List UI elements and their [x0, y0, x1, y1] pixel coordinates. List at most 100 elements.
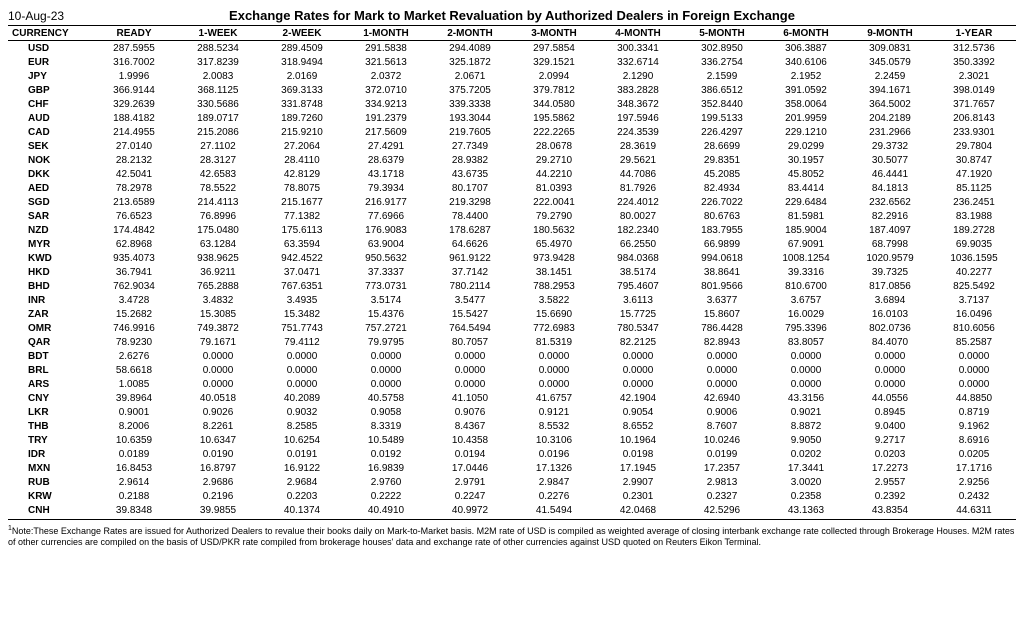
rate-cell: 0.0196 — [512, 447, 596, 461]
rate-cell: 76.6523 — [92, 209, 176, 223]
rate-cell: 383.2828 — [596, 83, 680, 97]
rate-cell: 398.0149 — [932, 83, 1016, 97]
currency-code: KWD — [8, 251, 92, 265]
rate-cell: 41.1050 — [428, 391, 512, 405]
rate-cell: 83.1988 — [932, 209, 1016, 223]
col-header: 2-WEEK — [260, 26, 344, 41]
rate-cell: 369.3133 — [260, 83, 344, 97]
rate-cell: 41.5494 — [512, 503, 596, 519]
rate-cell: 3.6377 — [680, 293, 764, 307]
rate-cell: 8.2261 — [176, 419, 260, 433]
rate-cell: 8.2006 — [92, 419, 176, 433]
table-row: JPY1.99962.00832.01692.03722.06712.09942… — [8, 69, 1016, 83]
rate-cell: 288.5234 — [176, 41, 260, 56]
table-row: IDR0.01890.01900.01910.01920.01940.01960… — [8, 447, 1016, 461]
rate-cell: 29.7804 — [932, 139, 1016, 153]
rate-cell: 63.1284 — [176, 237, 260, 251]
currency-code: MXN — [8, 461, 92, 475]
rate-cell: 204.2189 — [848, 111, 932, 125]
currency-code: AUD — [8, 111, 92, 125]
rate-cell: 321.5613 — [344, 55, 428, 69]
rate-cell: 2.9614 — [92, 475, 176, 489]
rate-cell: 30.5077 — [848, 153, 932, 167]
rate-cell: 215.2086 — [176, 125, 260, 139]
rate-cell: 994.0618 — [680, 251, 764, 265]
rate-cell: 42.8129 — [260, 167, 344, 181]
rate-cell: 0.2276 — [512, 489, 596, 503]
currency-code: CNH — [8, 503, 92, 519]
table-row: SGD213.6589214.4113215.1677216.9177219.3… — [8, 195, 1016, 209]
rate-cell: 16.9839 — [344, 461, 428, 475]
rate-cell: 40.4910 — [344, 503, 428, 519]
rate-cell: 82.2916 — [848, 209, 932, 223]
rate-cell: 0.0191 — [260, 447, 344, 461]
rate-cell: 40.1374 — [260, 503, 344, 519]
table-row: TRY10.635910.634710.625410.548910.435810… — [8, 433, 1016, 447]
rate-cell: 42.6583 — [176, 167, 260, 181]
table-row: BHD762.9034765.2888767.6351773.0731780.2… — [8, 279, 1016, 293]
rate-cell: 64.6626 — [428, 237, 512, 251]
rate-cell: 10.6359 — [92, 433, 176, 447]
rate-cell: 336.2754 — [680, 55, 764, 69]
rate-cell: 232.6562 — [848, 195, 932, 209]
table-row: ARS1.00850.00000.00000.00000.00000.00000… — [8, 377, 1016, 391]
rate-cell: 39.8964 — [92, 391, 176, 405]
rate-cell: 1008.1254 — [764, 251, 848, 265]
rate-cell: 195.5862 — [512, 111, 596, 125]
rate-cell: 973.9428 — [512, 251, 596, 265]
rate-cell: 219.3298 — [428, 195, 512, 209]
rate-cell: 0.0192 — [344, 447, 428, 461]
currency-code: THB — [8, 419, 92, 433]
rate-cell: 0.2203 — [260, 489, 344, 503]
rate-cell: 214.4955 — [92, 125, 176, 139]
rate-cell: 8.4367 — [428, 419, 512, 433]
rate-cell: 78.5522 — [176, 181, 260, 195]
rate-cell: 77.1382 — [260, 209, 344, 223]
rate-cell: 43.3156 — [764, 391, 848, 405]
col-header: 6-MONTH — [764, 26, 848, 41]
rate-cell: 42.1904 — [596, 391, 680, 405]
rate-cell: 42.5041 — [92, 167, 176, 181]
rate-cell: 0.0203 — [848, 447, 932, 461]
rate-cell: 29.8351 — [680, 153, 764, 167]
rate-cell: 214.4113 — [176, 195, 260, 209]
rate-cell: 0.8719 — [932, 405, 1016, 419]
rate-cell: 40.9972 — [428, 503, 512, 519]
table-row: QAR78.923079.167179.411279.979580.705781… — [8, 335, 1016, 349]
rate-cell: 0.9032 — [260, 405, 344, 419]
rate-cell: 236.2451 — [932, 195, 1016, 209]
table-row: AED78.297878.552278.807579.393480.170781… — [8, 181, 1016, 195]
currency-code: CAD — [8, 125, 92, 139]
rate-cell: 0.9076 — [428, 405, 512, 419]
table-row: RUB2.96142.96862.96842.97602.97912.98472… — [8, 475, 1016, 489]
rate-cell: 29.3732 — [848, 139, 932, 153]
rate-cell: 231.2966 — [848, 125, 932, 139]
rate-cell: 984.0368 — [596, 251, 680, 265]
rate-cell: 780.5347 — [596, 321, 680, 335]
col-header: 9-MONTH — [848, 26, 932, 41]
rate-cell: 306.3887 — [764, 41, 848, 56]
rate-cell: 2.0671 — [428, 69, 512, 83]
rate-cell: 2.9760 — [344, 475, 428, 489]
rate-cell: 67.9091 — [764, 237, 848, 251]
rate-cell: 16.8797 — [176, 461, 260, 475]
rate-cell: 2.2459 — [848, 69, 932, 83]
rate-cell: 3.6757 — [764, 293, 848, 307]
rate-cell: 817.0856 — [848, 279, 932, 293]
currency-code: USD — [8, 41, 92, 56]
rate-cell: 17.1716 — [932, 461, 1016, 475]
rate-cell: 81.0393 — [512, 181, 596, 195]
table-row: LKR0.90010.90260.90320.90580.90760.91210… — [8, 405, 1016, 419]
rate-cell: 0.0000 — [764, 377, 848, 391]
rate-cell: 40.0518 — [176, 391, 260, 405]
rate-cell: 0.0000 — [260, 363, 344, 377]
rate-cell: 0.0198 — [596, 447, 680, 461]
currency-code: IDR — [8, 447, 92, 461]
rate-cell: 178.6287 — [428, 223, 512, 237]
rate-cell: 16.9122 — [260, 461, 344, 475]
rate-cell: 27.7349 — [428, 139, 512, 153]
rate-cell: 30.8747 — [932, 153, 1016, 167]
rate-cell: 185.9004 — [764, 223, 848, 237]
rate-cell: 44.0556 — [848, 391, 932, 405]
rate-cell: 795.3396 — [764, 321, 848, 335]
